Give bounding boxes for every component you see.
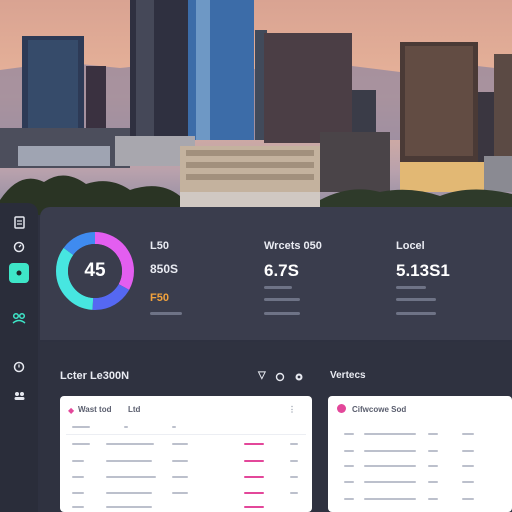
table-row	[462, 465, 474, 467]
table-row[interactable]	[72, 506, 84, 508]
table-row	[428, 498, 438, 500]
stat2-caption-3	[264, 312, 300, 315]
table-row	[364, 450, 416, 452]
file-icon[interactable]	[9, 212, 29, 232]
section-title: Lcter Le300N	[60, 370, 130, 382]
table-row	[244, 506, 264, 508]
table-row	[428, 465, 438, 467]
donut-hole	[68, 244, 122, 298]
table-row	[244, 476, 264, 478]
table-row	[428, 481, 438, 483]
left-card-title: Wast tod	[78, 405, 112, 414]
table-row	[244, 443, 264, 445]
table-row	[462, 450, 474, 452]
table-row[interactable]	[344, 450, 354, 452]
diamond-icon: ◆	[68, 406, 75, 415]
stat2-value: 6.7S	[264, 261, 299, 280]
table-row	[106, 460, 152, 462]
stat2-caption	[264, 286, 292, 289]
table-row	[106, 476, 156, 478]
table-row[interactable]	[344, 481, 354, 483]
table-row	[462, 433, 474, 435]
people-icon[interactable]	[9, 308, 29, 328]
table-row	[290, 460, 298, 462]
table-row	[172, 426, 176, 428]
table-row	[290, 492, 298, 494]
donut-segment-3	[56, 232, 134, 310]
users-icon[interactable]	[9, 385, 29, 405]
left-card-menu-icon[interactable]: ⋮	[288, 405, 296, 414]
table-row	[106, 443, 154, 445]
donut-segment-2	[56, 232, 134, 310]
table-row	[364, 465, 416, 467]
history-icon[interactable]	[9, 357, 29, 377]
table-row	[72, 426, 90, 428]
table-row	[428, 450, 438, 452]
table-row	[124, 426, 128, 428]
donut-value: 45	[84, 260, 106, 281]
table-row	[172, 443, 188, 445]
table-row	[290, 443, 298, 445]
stat2-caption-2	[264, 298, 300, 301]
table-row	[364, 498, 416, 500]
table-row	[290, 476, 298, 478]
table-row[interactable]	[72, 492, 84, 494]
stat1-caption	[150, 312, 182, 315]
sidebar	[0, 203, 38, 512]
left-card-tag: Ltd	[128, 405, 141, 414]
table-row	[244, 460, 264, 462]
table-row	[462, 498, 474, 500]
refresh-icon[interactable]	[275, 369, 285, 382]
table-row[interactable]	[344, 433, 354, 435]
stat1-value: 850S	[150, 262, 179, 276]
clock-icon[interactable]	[9, 237, 29, 257]
table-row[interactable]	[344, 465, 354, 467]
table-divider	[66, 434, 306, 435]
table-row[interactable]	[344, 498, 354, 500]
table-row	[428, 433, 438, 435]
stat3-caption-3	[396, 312, 436, 315]
table-row[interactable]	[72, 476, 84, 478]
right-section-title: Vertecs	[330, 370, 366, 381]
stat2-title: Wrcets 050	[264, 240, 322, 252]
gear-icon[interactable]	[9, 263, 29, 283]
table-row	[106, 492, 152, 494]
stat1-badge: F50	[150, 292, 169, 304]
settings-icon[interactable]	[294, 369, 304, 381]
city-skyline-photo	[0, 0, 512, 215]
table-row[interactable]	[72, 443, 90, 445]
donut-chart	[56, 232, 134, 310]
table-row	[106, 506, 152, 508]
stat3-caption	[396, 286, 426, 289]
table-row	[172, 460, 188, 462]
donut-segment-1	[56, 232, 134, 310]
stat3-title: Locel	[396, 240, 425, 252]
table-row	[364, 481, 416, 483]
stat1-title: L50	[150, 240, 169, 252]
table-row	[244, 492, 264, 494]
right-table-card	[328, 396, 512, 512]
table-row	[462, 481, 474, 483]
stat3-value: 5.13S1	[396, 261, 450, 280]
stat3-caption-2	[396, 298, 436, 301]
filter-icon[interactable]: ▽	[258, 370, 266, 381]
table-row	[172, 476, 188, 478]
table-row	[172, 492, 188, 494]
table-row	[364, 433, 416, 435]
record-icon	[337, 404, 346, 413]
right-card-title: Cifwcowe Sod	[352, 405, 407, 414]
table-row[interactable]	[72, 460, 84, 462]
